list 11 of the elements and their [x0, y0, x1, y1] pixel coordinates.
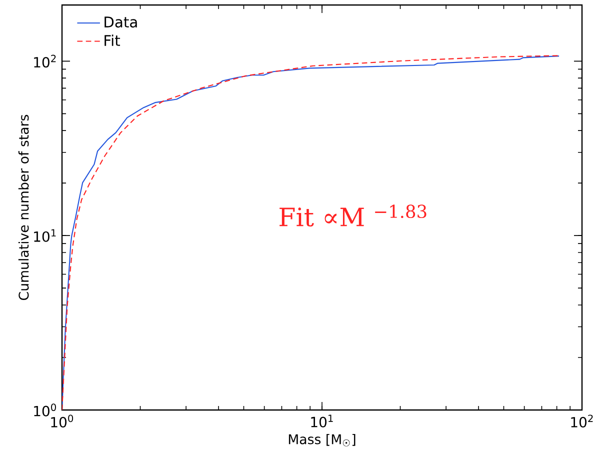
legend-label: Fit	[104, 34, 120, 46]
y-axis-title: Cumulative number of stars	[18, 114, 29, 300]
y-tick-label: 10$^{2}$	[34, 54, 56, 68]
x-tick-label: 10$^{2}$	[571, 414, 593, 428]
legend-label: Data	[104, 16, 137, 28]
y-tick-label: 10$^{1}$	[34, 229, 56, 242]
annotation: Fit ∝M $^{−1.83}$	[280, 204, 426, 227]
x-tick-label: 10$^{0}$	[51, 414, 74, 428]
y-tick-label: 10$^{0}$	[34, 404, 56, 416]
x-tick-label: 10$^{1}$	[311, 414, 333, 428]
x-axis-title: Mass [M$_{☉}$]	[288, 434, 356, 446]
